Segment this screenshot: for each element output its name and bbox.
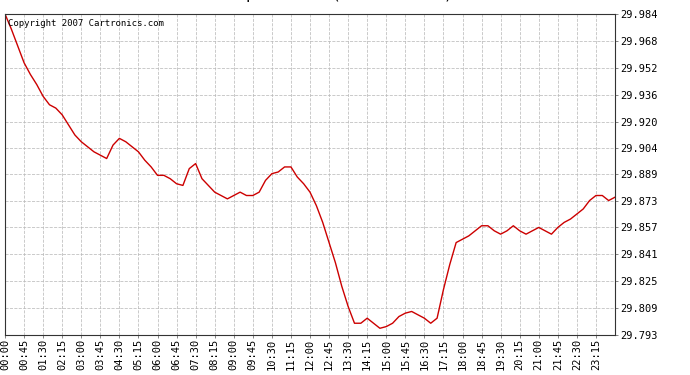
Text: Barometric Pressure per Minute (Last 24 Hours) 20070111: Barometric Pressure per Minute (Last 24 …: [86, 0, 533, 2]
Text: Copyright 2007 Cartronics.com: Copyright 2007 Cartronics.com: [8, 19, 164, 28]
